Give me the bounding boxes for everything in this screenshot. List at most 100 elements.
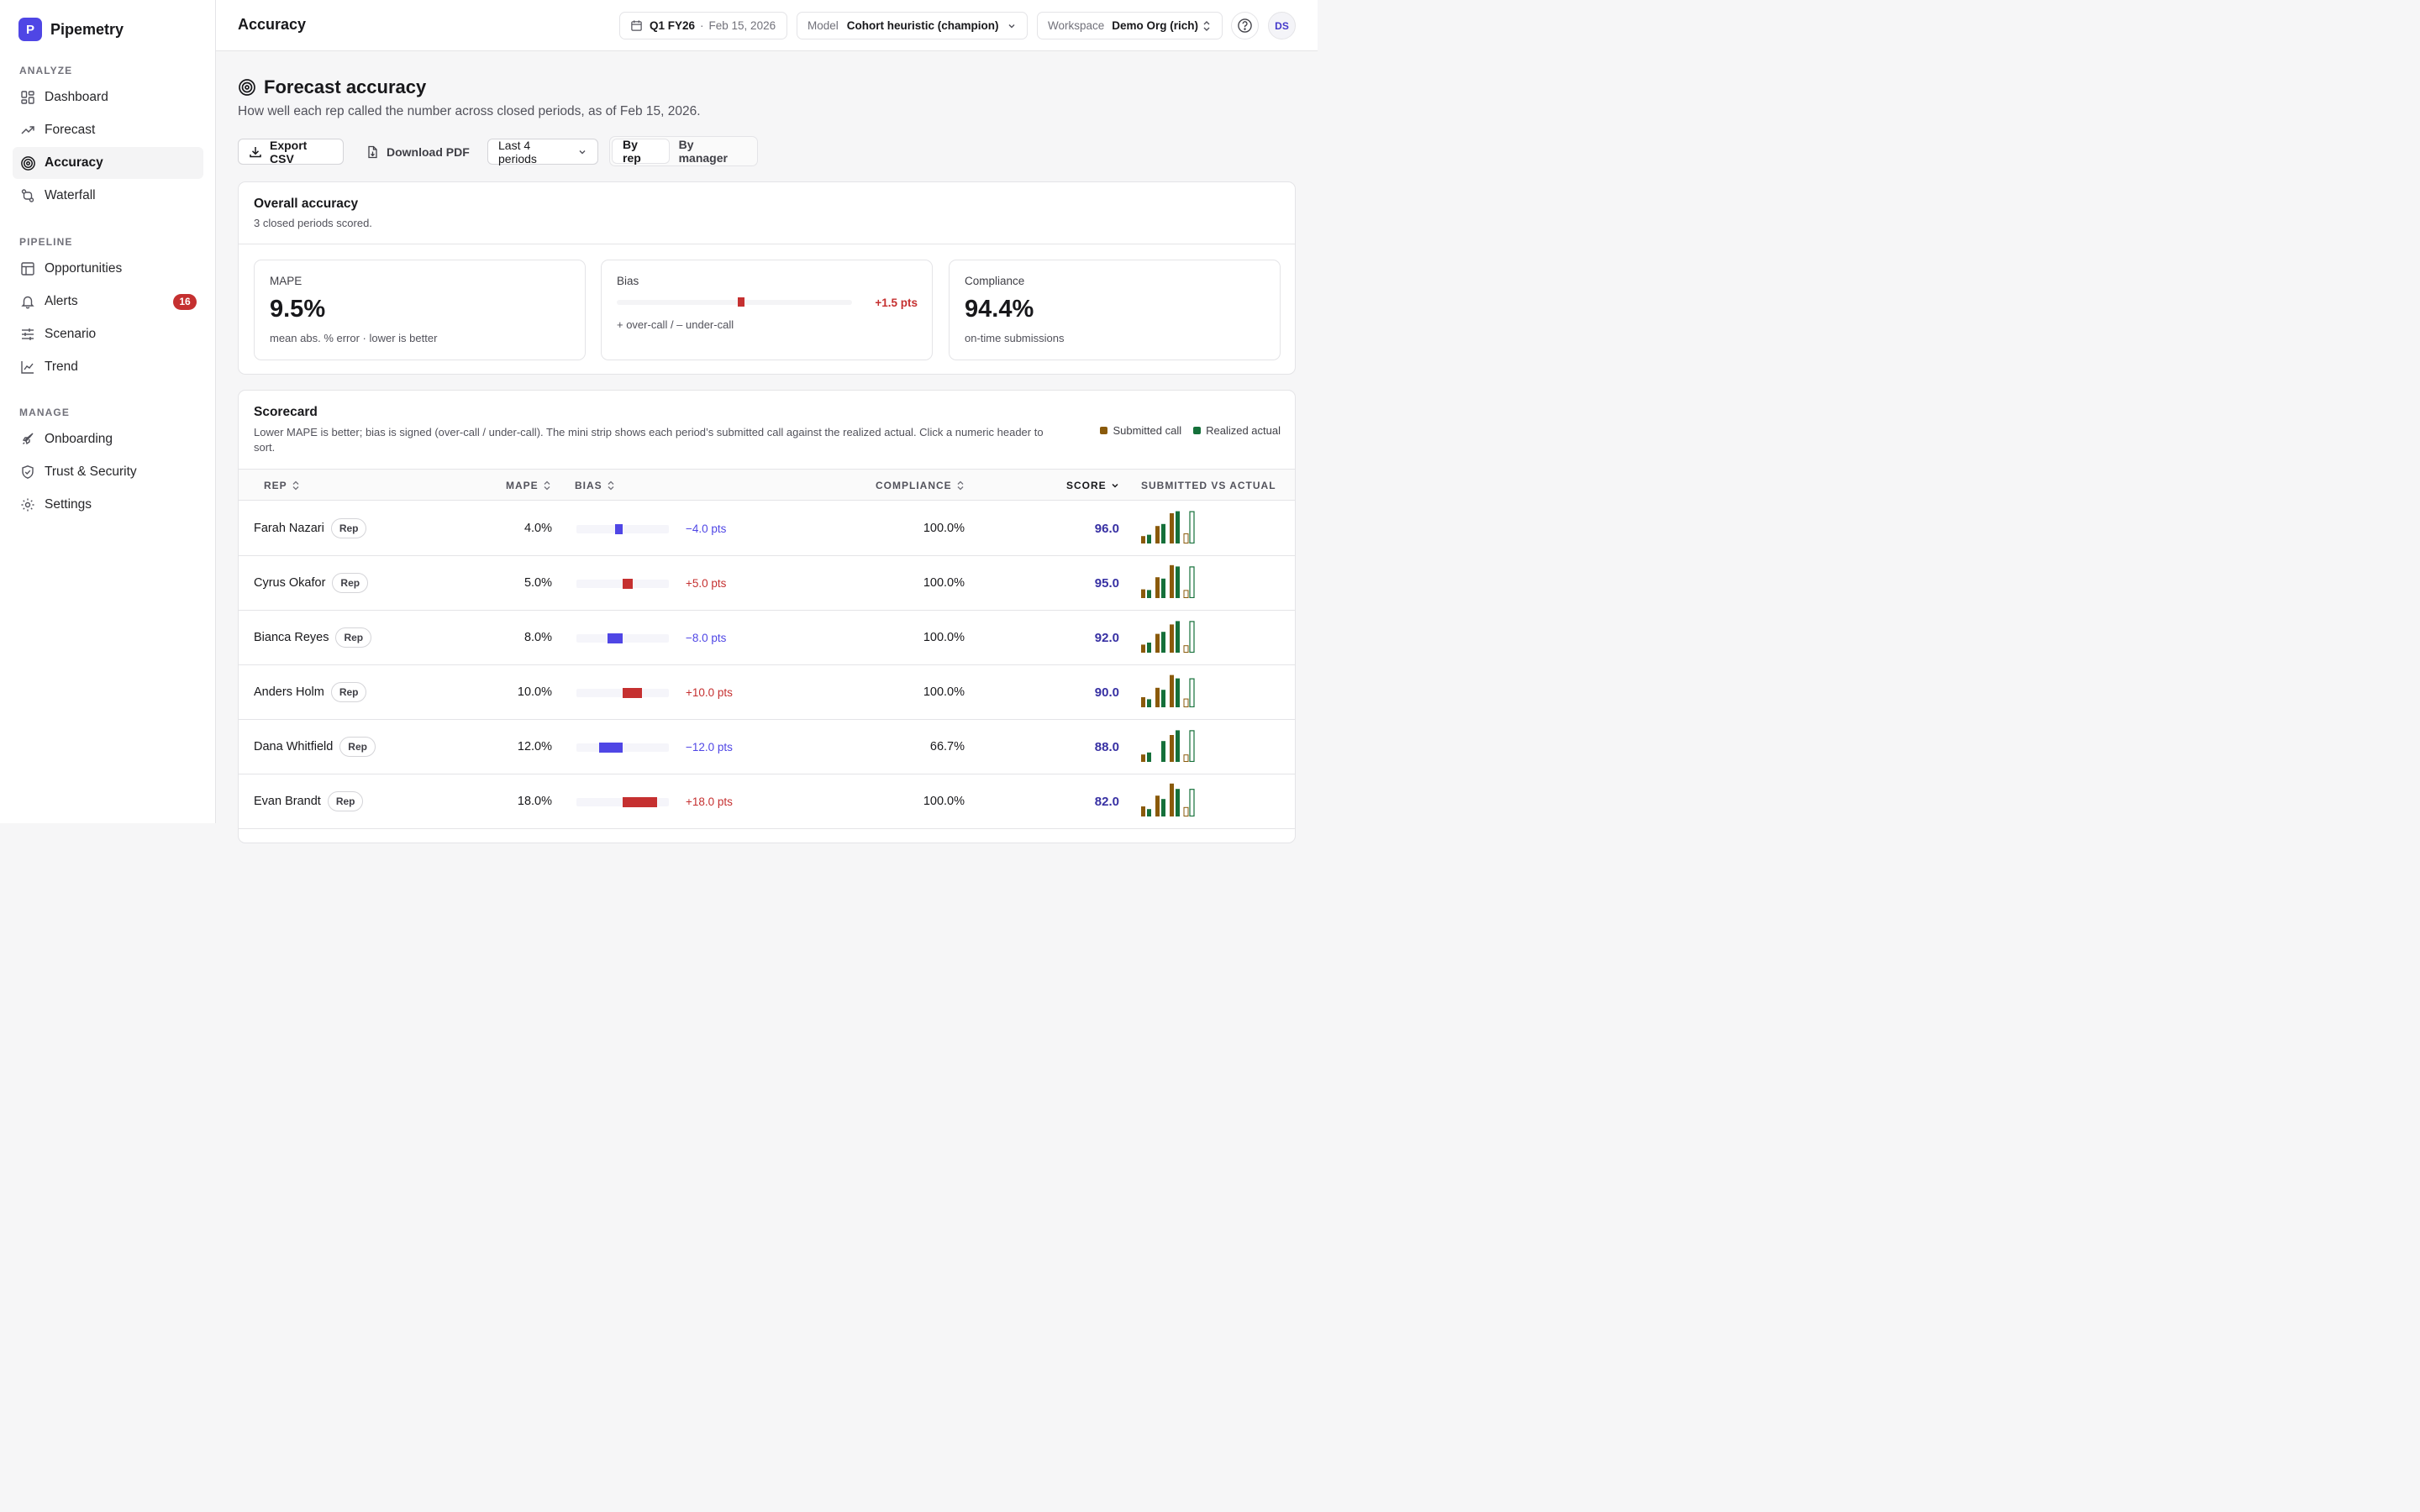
- brand[interactable]: P Pipemetry: [18, 18, 124, 41]
- compliance-cell: 100.0%: [923, 631, 965, 644]
- spark-bar-submitted: [1141, 589, 1145, 598]
- sidebar-item-accuracy[interactable]: Accuracy: [13, 147, 203, 179]
- rep-cell: Bianca Reyes Rep: [254, 627, 372, 648]
- sidebar-item-onboarding[interactable]: Onboarding: [13, 423, 203, 455]
- spark-bar-submitted: [1155, 633, 1160, 653]
- table-row[interactable]: Evan Brandt Rep 18.0% +18.0 pts 100.0% 8…: [239, 774, 1295, 829]
- period-range-select[interactable]: Last 4 periods: [487, 139, 598, 165]
- spark-bar-actual: [1161, 799, 1165, 816]
- scorecard-subtitle: Lower MAPE is better; bias is signed (ov…: [254, 426, 1044, 454]
- spark-bar-submitted: [1155, 526, 1160, 543]
- bias-bar: [599, 743, 623, 753]
- spark-bar-submitted: [1183, 806, 1189, 816]
- workspace-select[interactable]: Workspace Demo Org (rich): [1037, 12, 1223, 39]
- legend-swatch-submitted: [1100, 427, 1108, 434]
- submitted-vs-actual-strip: [1141, 783, 1195, 816]
- sidebar-item-dashboard[interactable]: Dashboard: [13, 81, 203, 113]
- shield-icon: [19, 464, 36, 480]
- col-bias[interactable]: BIAS: [575, 480, 615, 491]
- sort-icon: [543, 480, 551, 491]
- sidebar-item-label: Trust & Security: [45, 465, 137, 479]
- sidebar-item-alerts[interactable]: Alerts 16: [13, 286, 203, 318]
- period-separator: ·: [700, 19, 704, 32]
- table-row[interactable]: Cyrus Okafor Rep 5.0% +5.0 pts 100.0% 95…: [239, 556, 1295, 611]
- gear-icon: [19, 496, 36, 513]
- table-row[interactable]: Dana Whitfield Rep 12.0% −12.0 pts 66.7%…: [239, 720, 1295, 774]
- spark-bar-submitted: [1141, 536, 1145, 543]
- spark-bar-actual: [1176, 621, 1180, 653]
- period-date: Feb 15, 2026: [708, 19, 776, 32]
- sidebar-item-label: Dashboard: [45, 90, 108, 104]
- rep-cell: Cyrus Okafor Rep: [254, 573, 369, 593]
- spark-bar-submitted: [1155, 795, 1160, 816]
- sidebar-item-trust-security[interactable]: Trust & Security: [13, 456, 203, 488]
- spark-bar-actual: [1176, 730, 1180, 762]
- bell-icon: [19, 293, 36, 310]
- kpi-compliance: Compliance 94.4% on-time submissions: [949, 260, 1281, 360]
- role-pill: Rep: [330, 518, 367, 538]
- spark-bar-submitted: [1141, 806, 1145, 816]
- table-icon: [19, 260, 36, 277]
- col-score[interactable]: SCORE: [1066, 480, 1119, 491]
- spark-bar-actual: [1147, 643, 1151, 653]
- legend-actual-label: Realized actual: [1206, 424, 1281, 437]
- spark-bar-submitted: [1141, 754, 1145, 762]
- col-mape[interactable]: MAPE: [506, 480, 551, 491]
- sidebar-item-scenario[interactable]: Scenario: [13, 318, 203, 350]
- spark-bar-actual: [1147, 699, 1151, 707]
- table-row[interactable]: Anders Holm Rep 10.0% +10.0 pts 100.0% 9…: [239, 665, 1295, 720]
- role-pill: Rep: [330, 682, 367, 702]
- sidebar-item-settings[interactable]: Settings: [13, 489, 203, 521]
- table-row[interactable]: Bianca Reyes Rep 8.0% −8.0 pts 100.0% 92…: [239, 611, 1295, 665]
- rep-name: Evan Brandt: [254, 795, 321, 808]
- col-rep[interactable]: REP: [264, 480, 300, 491]
- model-select[interactable]: Model Cohort heuristic (champion): [797, 12, 1028, 39]
- period-picker[interactable]: Q1 FY26 · Feb 15, 2026: [619, 12, 787, 39]
- score-cell: 90.0: [1094, 685, 1119, 700]
- col-score-label: SCORE: [1066, 480, 1107, 491]
- sort-icon: [956, 480, 965, 491]
- submitted-vs-actual-strip: [1141, 621, 1195, 653]
- col-mape-label: MAPE: [506, 480, 539, 491]
- overall-accuracy-card: Overall accuracy 3 closed periods scored…: [238, 181, 1296, 375]
- col-compliance[interactable]: COMPLIANCE: [876, 480, 965, 491]
- overall-subtitle: 3 closed periods scored.: [254, 217, 372, 229]
- bias-bar: [623, 579, 633, 589]
- role-pill: Rep: [327, 791, 364, 811]
- sidebar-item-trend[interactable]: Trend: [13, 351, 203, 383]
- kpi-mape-value: 9.5%: [270, 296, 326, 323]
- rep-cell: Farah Nazari Rep: [254, 518, 367, 538]
- role-pill: Rep: [339, 737, 376, 757]
- line-chart-icon: [19, 359, 36, 375]
- sidebar-item-waterfall[interactable]: Waterfall: [13, 180, 203, 212]
- export-csv-button[interactable]: Export CSV: [238, 139, 344, 165]
- sidebar-item-forecast[interactable]: Forecast: [13, 114, 203, 146]
- calendar-icon: [630, 19, 643, 32]
- sidebar-item-label: Onboarding: [45, 432, 113, 446]
- bias-value: −8.0 pts: [686, 632, 727, 644]
- sidebar-item-opportunities[interactable]: Opportunities: [13, 253, 203, 285]
- role-pill: Rep: [335, 627, 372, 648]
- help-button[interactable]: [1231, 12, 1259, 39]
- kpi-compliance-value: 94.4%: [965, 296, 1034, 323]
- spark-bar-submitted: [1183, 698, 1189, 707]
- bias-value: +5.0 pts: [686, 577, 727, 590]
- scorecard-title: Scorecard: [254, 405, 318, 419]
- table-row[interactable]: Farah Nazari Rep 4.0% −4.0 pts 100.0% 96…: [239, 501, 1295, 556]
- spark-bar-submitted: [1155, 687, 1160, 707]
- score-cell: 95.0: [1094, 576, 1119, 591]
- avatar[interactable]: DS: [1268, 12, 1296, 39]
- trending-up-icon: [19, 122, 36, 139]
- workspace-label: Workspace: [1048, 19, 1105, 32]
- sidebar-item-label: Trend: [45, 360, 78, 374]
- segment-by-manager[interactable]: By manager: [678, 138, 728, 165]
- spark-bar-actual: [1147, 590, 1151, 598]
- score-cell: 96.0: [1094, 522, 1119, 536]
- spark-bar-actual: [1176, 678, 1180, 707]
- brand-name: Pipemetry: [50, 20, 124, 38]
- spark-bar-actual: [1176, 511, 1180, 543]
- compliance-cell: 100.0%: [923, 576, 965, 590]
- kpi-mape-note: mean abs. % error · lower is better: [270, 332, 438, 344]
- download-pdf-button[interactable]: Download PDF: [355, 139, 480, 165]
- segment-by-rep[interactable]: By rep: [613, 138, 669, 165]
